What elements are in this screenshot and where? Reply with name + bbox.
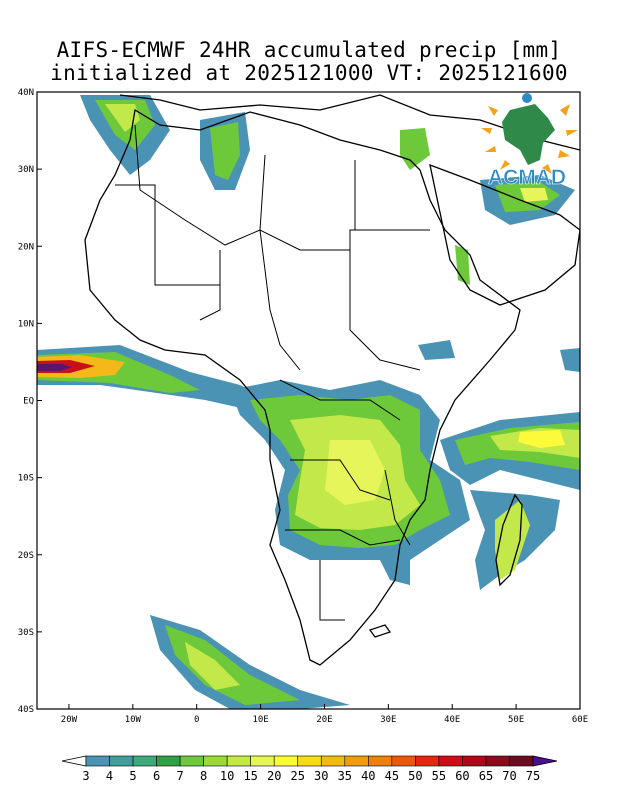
colorbar-swatch <box>250 755 275 767</box>
colorbar-level-label: 55 <box>432 769 446 783</box>
precipitation-field <box>37 95 580 709</box>
colorbar-over-triangle <box>532 755 558 767</box>
acmad-logo-text: ACMAD <box>488 166 566 189</box>
colorbar-swatch <box>203 755 228 767</box>
colorbar-swatch <box>109 755 134 767</box>
madagascar-coastline <box>495 493 523 587</box>
precip-ethiopia <box>418 340 455 360</box>
lat-tick-label: 30S <box>18 628 34 638</box>
colorbar-level-label: 15 <box>243 769 257 783</box>
colorbar-level-label: 45 <box>385 769 399 783</box>
colorbar-level-label: 70 <box>502 769 516 783</box>
colorbar-level-label: 4 <box>106 769 113 783</box>
lon-tick-label: 0 <box>194 715 199 725</box>
lon-tick-label: 30E <box>380 715 396 725</box>
border-line <box>199 250 221 321</box>
colorbar-swatch <box>509 755 534 767</box>
colorbar-swatch <box>344 755 369 767</box>
colorbar-swatch <box>179 755 204 767</box>
colorbar-swatch <box>156 755 181 767</box>
lat-tick-label: 20N <box>18 242 34 252</box>
longitude-axis: 20W 10W 0 10E 20E 30E 40E 50E 60E <box>61 704 588 725</box>
border-line <box>259 229 301 371</box>
lon-tick-label: 10E <box>252 715 268 725</box>
colorbar-level-label: 65 <box>479 769 493 783</box>
lat-tick-label: 30N <box>18 165 34 175</box>
border-line <box>115 184 220 286</box>
precip-central-africa-yellow <box>325 440 385 505</box>
lon-tick-label: 60E <box>572 715 588 725</box>
colorbar-level-label: 20 <box>267 769 281 783</box>
colorbar-swatch <box>415 755 440 767</box>
precip-red-sea <box>455 245 470 285</box>
colorbar-swatch <box>320 755 346 767</box>
colorbar-level-label: 25 <box>291 769 305 783</box>
madagascar-islet <box>368 624 392 638</box>
lon-tick-label: 40E <box>444 715 460 725</box>
colorbar-level-label: 10 <box>220 769 234 783</box>
colorbar-level-label: 7 <box>176 769 183 783</box>
border-line <box>290 459 391 501</box>
precip-south-atlantic-light <box>185 642 240 690</box>
border-line <box>279 379 401 421</box>
colorbar-level-label: 60 <box>455 769 469 783</box>
precip-indian-ocean-yellow <box>518 430 565 448</box>
border-line <box>384 469 411 546</box>
lat-tick-label: 10N <box>18 319 34 329</box>
precip-band-atlantic-peak <box>37 364 72 371</box>
precip-levant <box>400 128 430 170</box>
colorbar-swatch <box>462 755 487 767</box>
colorbar-level-label: 3 <box>82 769 89 783</box>
border-line <box>134 124 430 251</box>
lat-tick-label: 20S <box>18 551 34 561</box>
arabia-coastline <box>429 163 580 306</box>
colorbar-swatch <box>273 755 299 767</box>
colorbar-swatch <box>485 755 510 767</box>
lon-tick-label: 20W <box>61 715 78 725</box>
border-line <box>259 154 266 231</box>
border-line <box>285 529 401 546</box>
map-title-line-1: AIFS-ECMWF 24HR accumulated precip [mm] <box>56 38 562 62</box>
colorbar-level-label: 40 <box>361 769 375 783</box>
acmad-logo: ACMAD <box>481 93 578 189</box>
precip-sahara-north-green <box>210 122 240 180</box>
colorbar-swatch <box>132 755 157 767</box>
colorbar-level-label: 50 <box>408 769 422 783</box>
lat-tick-label: 10S <box>18 474 34 484</box>
lon-tick-label: 10W <box>125 715 142 725</box>
colorbar-swatch <box>368 755 393 767</box>
colorbar-swatch <box>391 755 416 767</box>
precip-mediterranean-west-light <box>105 104 140 132</box>
colorbar-level-label: 35 <box>338 769 352 783</box>
precip-arabia-east-yellow <box>520 188 548 202</box>
colorbar-level-label: 5 <box>129 769 136 783</box>
lat-tick-label: 40S <box>18 705 34 715</box>
map-title-line-2: initialized at 2025121000 VT: 2025121600 <box>50 61 568 85</box>
lat-tick-label: 40N <box>18 88 34 98</box>
colorbar-level-label: 8 <box>200 769 207 783</box>
precip-colorbar <box>61 755 558 767</box>
latitude-axis: 40N 30N 20N 10N EQ 10S 20S 30S 40S <box>18 88 42 715</box>
precip-east-coast <box>560 348 580 372</box>
africa-coastline <box>84 108 521 666</box>
colorbar-labels: 3 4 5 6 7 8 10 15 20 25 30 35 40 45 50 55 60 65 70 75 <box>82 769 540 783</box>
colorbar-under-triangle <box>61 755 87 767</box>
colorbar-level-label: 6 <box>153 769 160 783</box>
lat-tick-label: EQ <box>23 397 34 407</box>
lon-tick-label: 20E <box>316 715 332 725</box>
border-line <box>319 560 345 621</box>
colorbar-swatch <box>297 755 322 767</box>
precip-south-atlantic-green <box>165 625 300 705</box>
country-borders <box>115 124 430 621</box>
africa-map-icon <box>481 93 578 174</box>
colorbar-swatch <box>226 755 251 767</box>
colorbar-swatch <box>438 755 463 767</box>
colorbar-swatch <box>85 755 110 767</box>
colorbar-level-label: 75 <box>526 769 540 783</box>
lon-tick-label: 50E <box>508 715 524 725</box>
colorbar-level-label: 30 <box>314 769 328 783</box>
border-line <box>349 250 421 371</box>
